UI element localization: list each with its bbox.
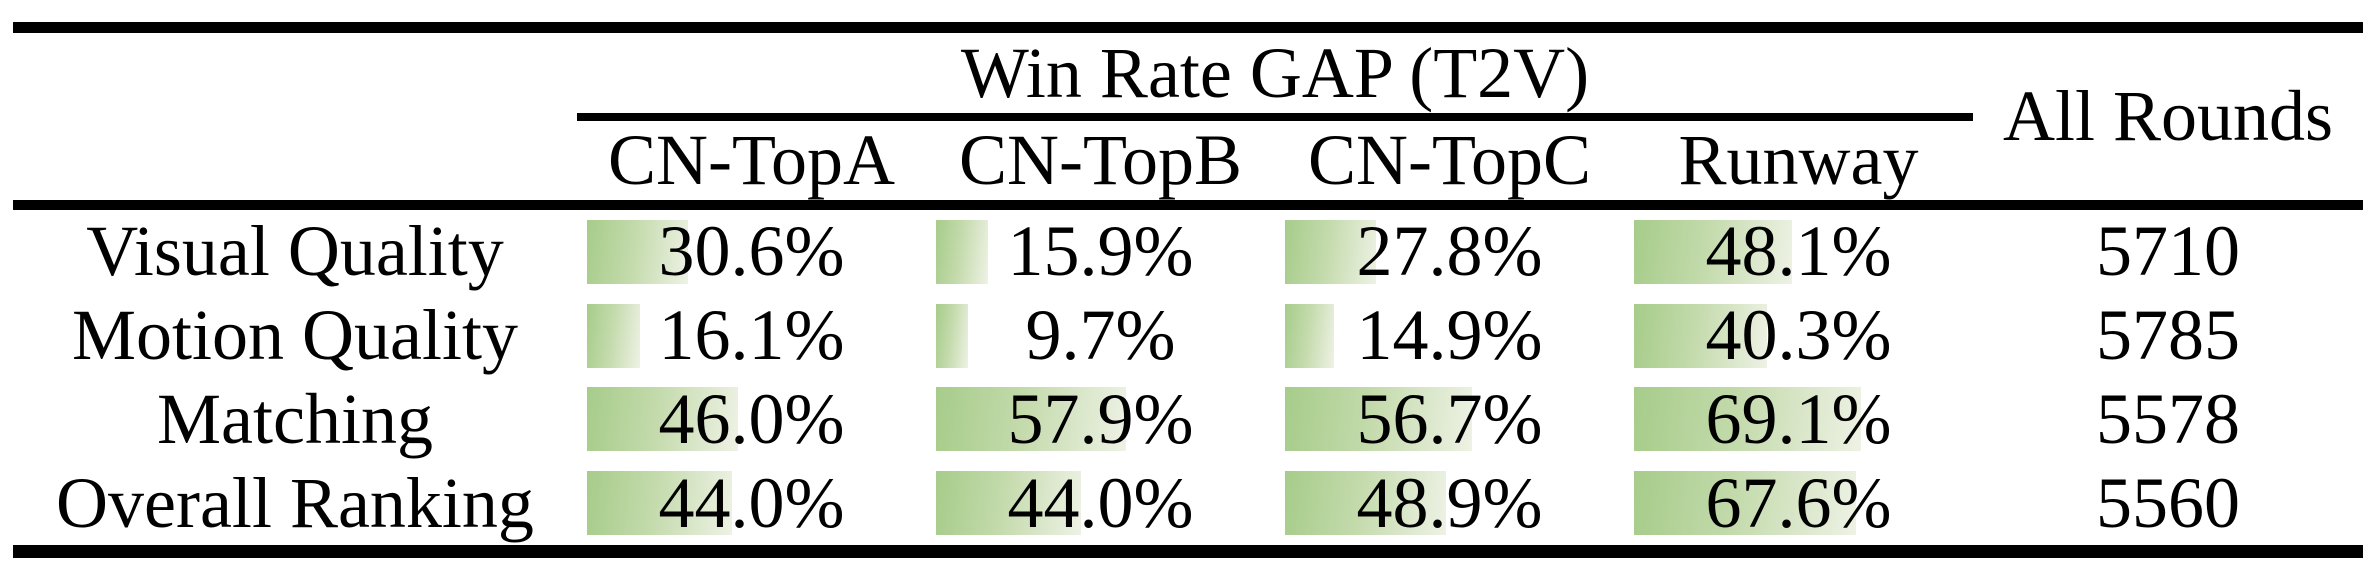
bar-track xyxy=(587,387,916,452)
data-cell: 14.9% xyxy=(1275,294,1624,378)
row-label: Matching xyxy=(157,378,433,459)
column-header-cn-topc: CN-TopC xyxy=(1308,120,1591,200)
data-cell: 30.6% xyxy=(577,210,926,294)
table-row-overall-ranking: Overall Ranking 44.0% 44.0% 48.9% xyxy=(13,461,2363,545)
data-cell: 46.0% xyxy=(577,378,926,462)
bar-track xyxy=(587,303,916,368)
group-header-underline xyxy=(577,113,1973,121)
win-rate-bar xyxy=(1634,471,1857,536)
data-cell: 56.7% xyxy=(1275,378,1624,462)
table-top-rule xyxy=(13,22,2363,33)
data-cell: 15.9% xyxy=(926,210,1275,294)
bar-track xyxy=(936,303,1265,368)
win-rate-bar xyxy=(587,219,688,284)
win-rate-value: 48.1% xyxy=(1705,211,1892,292)
group-header-title: Win Rate GAP (T2V) xyxy=(960,32,1590,113)
table-bottom-rule xyxy=(13,545,2363,558)
column-header-all-rounds: All Rounds xyxy=(2002,76,2334,156)
win-rate-bar xyxy=(1285,471,1446,536)
bar-track xyxy=(587,219,916,284)
win-rate-value: 16.1% xyxy=(658,295,845,376)
win-rate-bar xyxy=(1634,219,1793,284)
row-label: Visual Quality xyxy=(86,211,504,292)
win-rate-value: 15.9% xyxy=(1007,211,1194,292)
data-cell: 48.1% xyxy=(1624,210,1973,294)
header-group-win-rate-gap: Win Rate GAP (T2V) CN-TopA CN-TopB CN-To… xyxy=(577,33,1973,200)
column-headers: CN-TopA CN-TopB CN-TopC Runway xyxy=(577,120,1973,200)
win-rate-value: 67.6% xyxy=(1705,462,1892,543)
win-rate-bar xyxy=(587,303,640,368)
win-rate-bar xyxy=(936,303,968,368)
table-header: Win Rate GAP (T2V) CN-TopA CN-TopB CN-To… xyxy=(13,33,2363,200)
win-rate-bar xyxy=(1285,219,1377,284)
bar-track xyxy=(1285,219,1614,284)
win-rate-value: 40.3% xyxy=(1705,295,1892,376)
win-rate-bar xyxy=(1634,303,1767,368)
bar-track xyxy=(936,471,1265,536)
bar-track xyxy=(936,387,1265,452)
win-rate-value: 14.9% xyxy=(1356,295,1543,376)
data-cell: 44.0% xyxy=(577,461,926,545)
data-cell: 48.9% xyxy=(1275,461,1624,545)
win-rate-value: 9.7% xyxy=(1025,295,1176,376)
header-empty-cell xyxy=(13,33,577,200)
data-cell: 16.1% xyxy=(577,294,926,378)
column-header-cn-topb: CN-TopB xyxy=(959,120,1242,200)
win-rate-value: 56.7% xyxy=(1356,378,1543,459)
table-header-rule xyxy=(13,200,2363,210)
win-rate-value: 48.9% xyxy=(1356,462,1543,543)
win-rate-value: 27.8% xyxy=(1356,211,1543,292)
bar-track xyxy=(1634,387,1963,452)
row-label: Motion Quality xyxy=(72,295,518,376)
data-cell: 57.9% xyxy=(926,378,1275,462)
bar-track xyxy=(1285,303,1614,368)
row-label: Overall Ranking xyxy=(56,462,534,543)
table-row-matching: Matching 46.0% 57.9% 56.7% xyxy=(13,378,2363,462)
bar-track xyxy=(1634,303,1963,368)
bar-track xyxy=(1634,219,1963,284)
win-rate-bar xyxy=(587,471,732,536)
win-rate-bar xyxy=(587,387,739,452)
win-rate-bar xyxy=(1285,387,1472,452)
win-rate-value: 44.0% xyxy=(1007,462,1194,543)
win-rate-bar xyxy=(1285,303,1335,368)
all-rounds-value: 5560 xyxy=(2096,462,2240,543)
bar-track xyxy=(1634,471,1963,536)
win-rate-value: 46.0% xyxy=(658,378,845,459)
all-rounds-value: 5785 xyxy=(2096,295,2240,376)
data-cell: 69.1% xyxy=(1624,378,1973,462)
bar-track xyxy=(1285,471,1614,536)
bar-track xyxy=(936,219,1265,284)
column-header-runway: Runway xyxy=(1678,120,1919,200)
bar-track xyxy=(587,471,916,536)
win-rate-bar xyxy=(936,471,1081,536)
table-body: Visual Quality 30.6% 15.9% 27.8% xyxy=(13,210,2363,545)
table-row-visual-quality: Visual Quality 30.6% 15.9% 27.8% xyxy=(13,210,2363,294)
win-rate-value: 30.6% xyxy=(658,211,845,292)
win-rate-bar xyxy=(936,219,989,284)
data-cell: 67.6% xyxy=(1624,461,1973,545)
data-cell: 40.3% xyxy=(1624,294,1973,378)
win-rate-bar xyxy=(936,387,1127,452)
data-cell: 9.7% xyxy=(926,294,1275,378)
all-rounds-value: 5578 xyxy=(2096,378,2240,459)
win-rate-value: 57.9% xyxy=(1007,378,1194,459)
table-row-motion-quality: Motion Quality 16.1% 9.7% 14.9% xyxy=(13,294,2363,378)
bar-track xyxy=(1285,387,1614,452)
data-cell: 27.8% xyxy=(1275,210,1624,294)
win-rate-value: 69.1% xyxy=(1705,378,1892,459)
win-rate-value: 44.0% xyxy=(658,462,845,543)
data-cell: 44.0% xyxy=(926,461,1275,545)
win-rate-bar xyxy=(1634,387,1862,452)
all-rounds-value: 5710 xyxy=(2096,211,2240,292)
column-header-cn-topa: CN-TopA xyxy=(608,120,895,200)
